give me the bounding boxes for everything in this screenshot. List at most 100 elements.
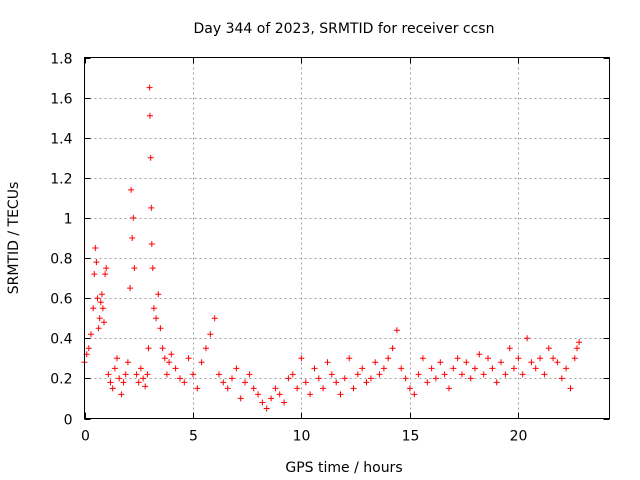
data-point: [144, 371, 151, 378]
data-point: [148, 204, 155, 211]
data-point: [307, 391, 314, 398]
x-tick-label: 5: [189, 429, 198, 445]
data-point: [88, 331, 94, 338]
data-point: [147, 112, 153, 119]
data-point: [441, 371, 448, 378]
data-point: [315, 375, 322, 382]
data-point: [532, 365, 539, 372]
data-point: [354, 371, 361, 378]
data-point: [506, 345, 513, 352]
x-tick-label: 15: [402, 429, 420, 445]
y-tick-label: 0: [64, 413, 73, 429]
data-point: [103, 265, 110, 272]
y-tick-label: 0.2: [50, 372, 72, 388]
data-point: [85, 345, 92, 352]
x-tick-label: 10: [293, 429, 311, 445]
data-point: [498, 359, 504, 366]
data-point: [172, 365, 179, 372]
data-point: [107, 379, 114, 386]
data-point: [393, 327, 400, 334]
data-point: [272, 385, 279, 392]
data-point: [142, 383, 149, 390]
data-point: [489, 365, 496, 372]
data-point: [359, 365, 366, 372]
data-point: [211, 315, 218, 322]
data-point: [558, 375, 565, 382]
data-point: [185, 355, 192, 362]
data-point: [92, 245, 99, 251]
data-point: [233, 365, 240, 372]
data-point: [94, 295, 101, 302]
data-point: [363, 379, 370, 386]
data-point: [146, 84, 153, 91]
data-point: [472, 365, 478, 372]
data-point: [485, 355, 491, 362]
data-point: [177, 375, 183, 382]
data-point: [216, 371, 222, 378]
data-point: [255, 391, 262, 398]
data-point: [502, 371, 509, 378]
data-point: [519, 371, 526, 378]
data-point: [567, 385, 574, 392]
data-point: [101, 319, 107, 326]
data-point: [346, 355, 353, 362]
axis-ticks: 0 0.2 0.4 0.6 0.8 1 1.2 1.4 1.6 1.8 0 5 10 15 20: [50, 52, 610, 445]
data-point: [320, 385, 327, 392]
data-point: [122, 371, 129, 378]
data-point: [398, 365, 405, 372]
data-point: [145, 345, 152, 352]
data-point: [148, 241, 155, 247]
data-point: [402, 375, 409, 382]
data-point: [415, 371, 422, 378]
data-point: [467, 375, 474, 382]
data-point: [419, 355, 426, 362]
data-point: [118, 391, 125, 398]
data-point: [281, 399, 288, 406]
data-point: [168, 351, 175, 358]
data-point: [454, 355, 461, 362]
data-point: [459, 371, 465, 378]
data-point: [237, 395, 244, 402]
data-point: [153, 315, 160, 322]
data-point: [242, 379, 248, 386]
data-point: [324, 359, 331, 366]
y-tick-label: 1: [64, 212, 73, 228]
data-point: [446, 385, 452, 392]
data-point: [91, 271, 98, 278]
data-point: [120, 379, 127, 386]
data-point: [537, 355, 544, 362]
data-point: [163, 371, 170, 378]
data-point: [268, 395, 275, 402]
data-point: [411, 391, 418, 398]
data-point: [450, 365, 457, 372]
data-point: [463, 359, 470, 366]
data-point: [263, 405, 270, 412]
data-point: [207, 331, 214, 338]
data-point: [545, 345, 552, 352]
data-point: [140, 375, 147, 382]
data-point: [389, 345, 396, 352]
data-point: [524, 335, 531, 342]
y-tick-label: 1.6: [50, 92, 72, 108]
data-point: [380, 365, 387, 372]
data-point: [129, 235, 136, 241]
x-axis-label: GPS time / hours: [285, 460, 402, 476]
data-point: [574, 345, 580, 352]
data-point: [515, 355, 522, 362]
data-point: [95, 325, 102, 332]
data-point: [194, 385, 201, 392]
data-point: [131, 265, 138, 272]
data-point: [432, 375, 439, 382]
y-tick-label: 0.8: [50, 252, 72, 268]
data-point: [372, 359, 379, 366]
data-point: [159, 345, 166, 352]
data-point: [98, 291, 105, 298]
data-point: [203, 345, 209, 352]
data-point: [385, 355, 392, 362]
data-point: [341, 375, 348, 382]
data-point: [157, 325, 164, 332]
data-point: [166, 359, 173, 366]
data-point: [298, 355, 305, 362]
data-point: [437, 359, 444, 366]
